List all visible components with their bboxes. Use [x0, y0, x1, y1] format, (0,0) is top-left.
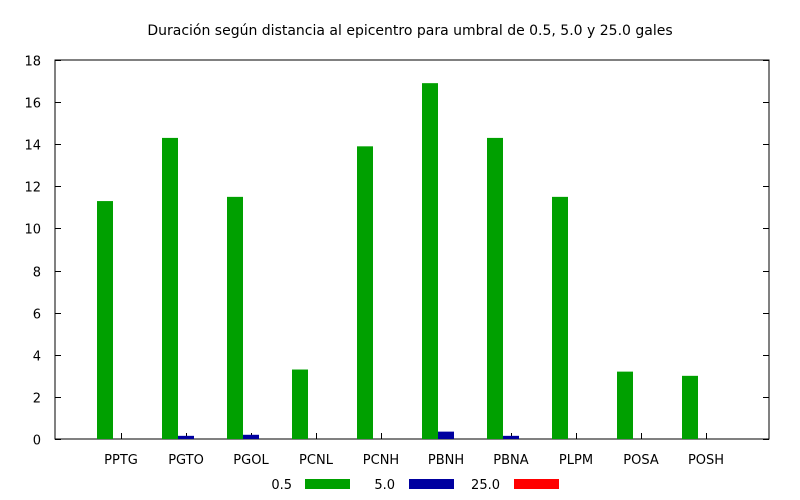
- legend: 0.5 5.0 25.0: [271, 478, 559, 493]
- y-tick-label: 8: [33, 266, 41, 281]
- y-tick-label: 4: [33, 350, 41, 365]
- y-tick-label: 0: [33, 434, 41, 449]
- bar-plpm-series-0-5: [552, 196, 568, 439]
- legend-swatch-0-5: [305, 479, 350, 489]
- plot-frame: [54, 59, 770, 440]
- x-tick-label-plpm: PLPM: [559, 453, 593, 468]
- legend-swatch-25-0: [514, 479, 559, 489]
- bar-pgol-series-5-0: [243, 434, 259, 439]
- bar-pbna-series-0-5: [487, 137, 503, 439]
- x-tick-label-pbnh: PBNH: [428, 453, 464, 468]
- legend-label-5-0: 5.0: [374, 478, 395, 493]
- x-tick-label-pgol: PGOL: [233, 453, 269, 468]
- y-tick-label: 2: [33, 392, 41, 407]
- y-tick-label: 10: [24, 223, 41, 238]
- legend-label-25-0: 25.0: [471, 478, 500, 493]
- bar-posa-series-0-5: [617, 371, 633, 439]
- y-tick-label: 16: [24, 97, 41, 112]
- bar-pcnl-series-0-5: [292, 369, 308, 439]
- x-tick-label-pbna: PBNA: [493, 453, 528, 468]
- x-tick-label-pcnh: PCNH: [363, 453, 399, 468]
- legend-swatch-5-0: [409, 479, 454, 489]
- x-tick-label-posh: POSH: [688, 453, 724, 468]
- y-tick-label: 12: [24, 181, 41, 196]
- y-tick-label: 6: [33, 308, 41, 323]
- x-tick-label-pptg: PPTG: [104, 453, 138, 468]
- bar-posh-series-0-5: [682, 375, 698, 439]
- bar-pbnh-series-5-0: [438, 431, 454, 439]
- x-tick-label-posa: POSA: [623, 453, 659, 468]
- x-tick-label-pcnl: PCNL: [299, 453, 334, 468]
- bar-pgto-series-0-5: [162, 137, 178, 439]
- bar-pptg-series-0-5: [97, 201, 113, 439]
- bar-pbnh-series-0-5: [422, 83, 438, 440]
- bar-pgto-series-5-0: [178, 435, 194, 439]
- y-tick-label: 14: [24, 139, 41, 154]
- bar-pbna-series-5-0: [503, 435, 519, 439]
- x-tick-label-pgto: PGTO: [168, 453, 204, 468]
- bar-pgol-series-0-5: [227, 196, 243, 439]
- plot-area: 0 2 4 6 8 10 12 14 16 18 PPTG PGTO PGOL PCNL PCNH PBNH P…: [24, 55, 770, 468]
- y-tick-label: 18: [24, 55, 41, 70]
- bar-pcnh-series-0-5: [357, 146, 373, 440]
- chart-title: Duración según distancia al epicentro pa…: [147, 23, 672, 39]
- legend-label-0-5: 0.5: [271, 478, 292, 493]
